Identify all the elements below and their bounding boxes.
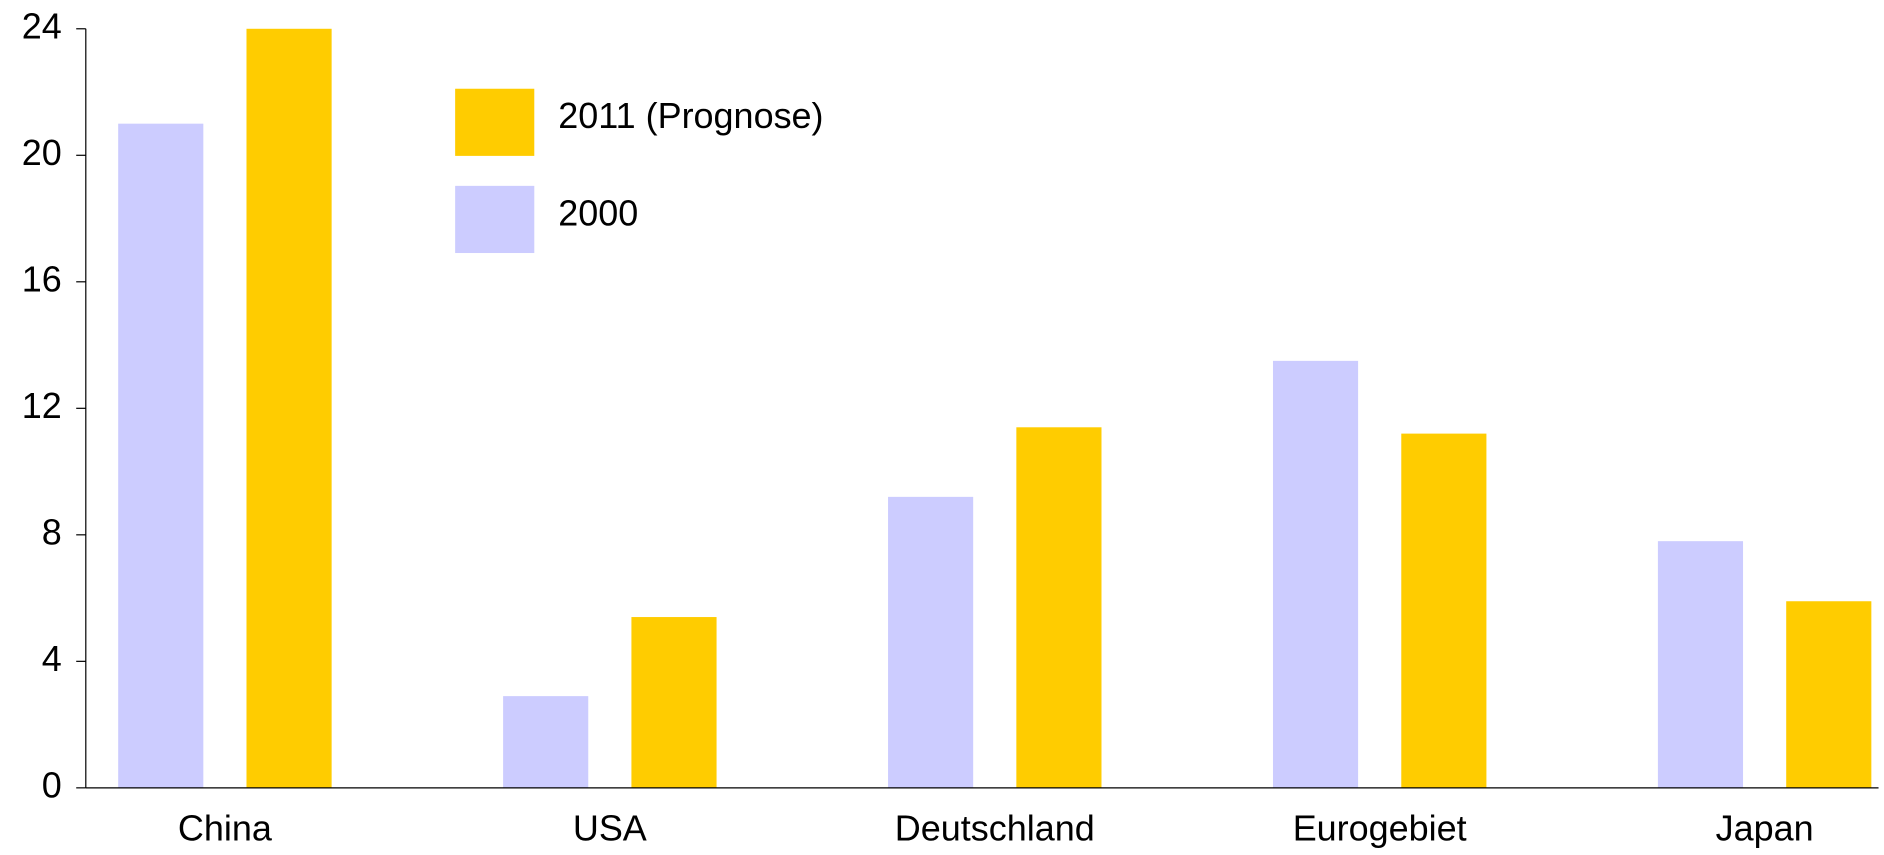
bar [888,496,974,788]
legend-swatch [455,185,535,254]
x-tick-label: Japan [1716,808,1814,849]
bar [503,696,589,788]
x-tick-label: Deutschland [895,808,1095,849]
legend-swatch [455,88,535,156]
y-tick-label: 8 [42,511,62,552]
x-tick-label: China [178,808,272,849]
bar [246,28,332,788]
bar [118,123,204,788]
legend-label: 2011 (Prognose) [558,95,823,136]
bar [1786,601,1872,788]
bar [1272,360,1359,788]
x-tick-label: Eurogebiet [1293,808,1467,849]
bar [1016,427,1102,788]
y-tick-label: 20 [22,132,62,173]
y-tick-label: 24 [22,5,62,46]
bar [631,617,717,788]
bar [1657,541,1744,788]
y-tick-label: 12 [22,385,62,426]
bar [1401,433,1487,788]
y-tick-label: 0 [42,764,62,805]
legend-label: 2000 [558,192,638,233]
x-tick-label: USA [573,808,647,849]
y-tick-label: 4 [42,638,62,679]
y-tick-label: 16 [22,258,62,299]
